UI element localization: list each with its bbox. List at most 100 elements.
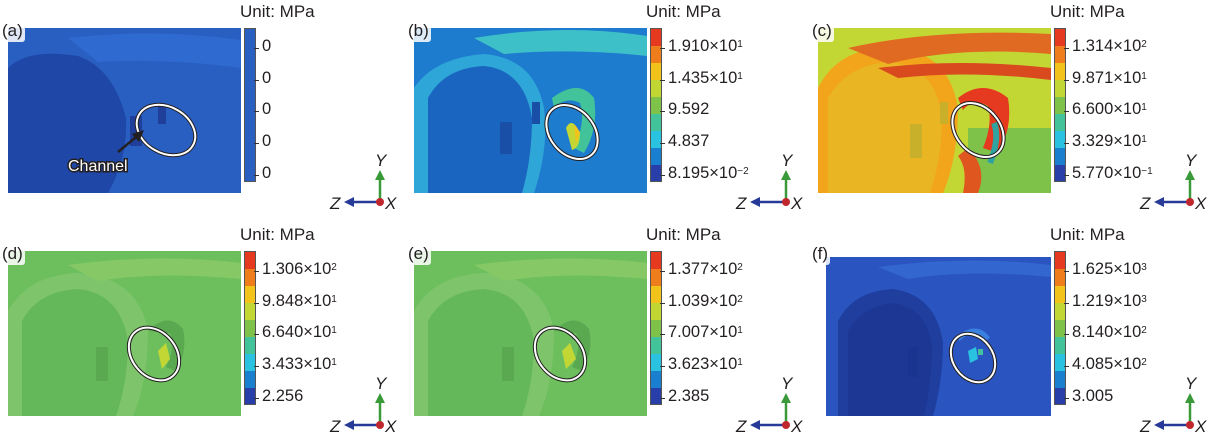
colorbar-tick (660, 111, 665, 112)
axis-label-x: X (1194, 194, 1207, 213)
colorbar-tick (660, 143, 665, 144)
colorbar-tick (1064, 175, 1069, 176)
tick-label: 1.314×102 (1072, 37, 1147, 55)
axis-label-x: X (1194, 417, 1207, 436)
colorbar-tick (660, 366, 665, 367)
unit-label: Unit: MPa (240, 225, 315, 244)
tick-label: 8.140×102 (1072, 323, 1147, 341)
axis-label-z: Z (329, 194, 341, 213)
panel-letter-c: (c) (810, 20, 834, 42)
axis-label-x: X (790, 417, 803, 436)
colorbar-tick (660, 271, 665, 272)
colorbar-tick (660, 48, 665, 49)
colorbar-tick (1064, 48, 1069, 49)
tick-label: 3.623×101 (668, 355, 743, 373)
colorbar-tick (1064, 334, 1069, 335)
colorbar-b (650, 28, 662, 182)
axis-label-y: Y (781, 151, 794, 170)
axes-triad-a: Y Z X (329, 150, 405, 220)
axis-label-z: Z (735, 194, 747, 213)
axis-label-y: Y (375, 151, 388, 170)
colorbar-d (244, 251, 256, 405)
tick-label: 6.640×101 (262, 323, 337, 341)
colorbar-tick (1064, 80, 1069, 81)
tick-label: 0 (262, 37, 272, 55)
colorbar-tick (1064, 143, 1069, 144)
panel-letter-f: (f) (810, 243, 831, 265)
panel-b: Unit: MPa (b) 1.910×101 1.435×101 (406, 0, 811, 223)
colorbar-tick (660, 303, 665, 304)
axes-triad-c: Y Z X (1139, 150, 1215, 220)
colorbar-tick (660, 175, 665, 176)
tick-label: 9.592 (668, 100, 710, 118)
colorbar-tick (254, 366, 259, 367)
unit-label: Unit: MPa (1050, 2, 1125, 21)
colorbar-e (650, 251, 662, 405)
tick-label: 4.085×102 (1072, 355, 1147, 373)
unit-label: Unit: MPa (1050, 225, 1125, 244)
stress-map-f (818, 251, 1051, 416)
colorbar-tick (1064, 303, 1069, 304)
tick-label: 1.377×102 (668, 260, 743, 278)
colorbar-f (1054, 251, 1066, 405)
axis-label-x: X (790, 194, 803, 213)
panel-d: Unit: MPa (d) 1.306×102 9.848×101 6.640×… (0, 223, 405, 446)
colorbar-tick (1064, 271, 1069, 272)
axis-label-z: Z (1139, 417, 1151, 436)
channel-annotation: Channel (68, 158, 128, 175)
colorbar-tick (254, 48, 259, 49)
axis-label-y: Y (1185, 151, 1198, 170)
tick-label: 3.329×101 (1072, 132, 1147, 150)
axes-triad-d: Y Z X (329, 373, 405, 443)
colorbar-tick (254, 303, 259, 304)
tick-label: 3.005 (1072, 387, 1114, 405)
tick-label: 3.433×101 (262, 355, 337, 373)
axis-label-x: X (384, 417, 397, 436)
colorbar-tick (1064, 398, 1069, 399)
colorbar-tick (1064, 111, 1069, 112)
panel-e: Unit: MPa (e) 1.377×102 1.039×102 7.007×… (406, 223, 811, 446)
panel-c: Unit: MPa (c) 1.314×102 (810, 0, 1215, 223)
axis-label-y: Y (375, 374, 388, 393)
colorbar-tick (660, 80, 665, 81)
tick-label: 5.770×10−1 (1072, 164, 1153, 182)
colorbar-tick (254, 398, 259, 399)
stress-map-d (8, 251, 241, 416)
panel-letter-b: (b) (406, 20, 431, 42)
tick-label: 1.039×102 (668, 292, 743, 310)
tick-label: 1.625×103 (1072, 260, 1147, 278)
colorbar-tick (660, 334, 665, 335)
tick-label: 1.306×102 (262, 260, 337, 278)
panel-a: Unit: MPa Channel (a) 0 0 0 0 0 Y (0, 0, 405, 223)
axis-label-y: Y (781, 374, 794, 393)
tick-label: 4.837 (668, 132, 710, 150)
tick-label: 0 (262, 100, 272, 118)
colorbar-tick (1064, 366, 1069, 367)
colorbar-a (244, 28, 256, 182)
tick-label: 0 (262, 164, 272, 182)
tick-label: 9.848×101 (262, 292, 337, 310)
tick-label: 1.910×101 (668, 37, 743, 55)
colorbar-tick (254, 334, 259, 335)
axes-triad-f: Y Z X (1139, 373, 1215, 443)
axis-label-x: X (384, 194, 397, 213)
unit-label: Unit: MPa (646, 2, 721, 21)
axes-triad-e: Y Z X (735, 373, 811, 443)
panel-letter-d: (d) (0, 243, 25, 265)
colorbar-tick (254, 80, 259, 81)
panel-letter-e: (e) (406, 243, 431, 265)
colorbar-tick (254, 175, 259, 176)
axis-label-y: Y (1185, 374, 1198, 393)
tick-label: 0 (262, 132, 272, 150)
tick-label: 6.600×101 (1072, 100, 1147, 118)
colorbar-tick (660, 398, 665, 399)
stress-map-b (414, 28, 647, 193)
colorbar-tick (254, 111, 259, 112)
unit-label: Unit: MPa (646, 225, 721, 244)
tick-label: 2.256 (262, 387, 304, 405)
colorbar-tick (254, 271, 259, 272)
panel-letter-a: (a) (0, 20, 25, 42)
tick-label: 0 (262, 69, 272, 87)
stress-map-e (414, 251, 647, 416)
tick-label: 8.195×10−2 (668, 164, 749, 182)
